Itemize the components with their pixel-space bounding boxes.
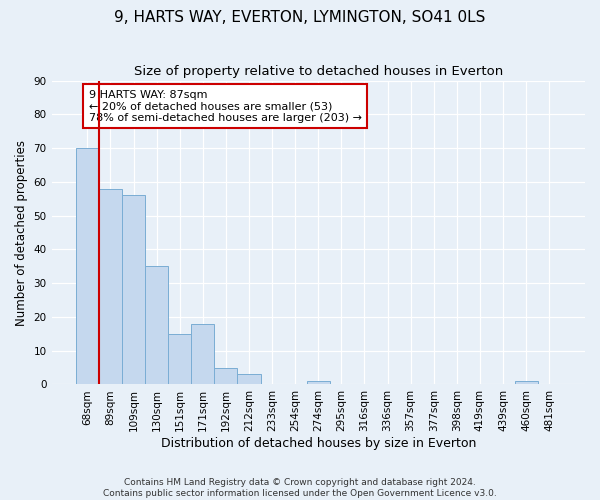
- Title: Size of property relative to detached houses in Everton: Size of property relative to detached ho…: [134, 65, 503, 78]
- Bar: [122, 196, 145, 384]
- Text: 9 HARTS WAY: 87sqm
← 20% of detached houses are smaller (53)
78% of semi-detache: 9 HARTS WAY: 87sqm ← 20% of detached hou…: [89, 90, 362, 123]
- Bar: [76, 148, 99, 384]
- Bar: [191, 324, 214, 384]
- Bar: [238, 374, 260, 384]
- Bar: [515, 381, 538, 384]
- Text: 9, HARTS WAY, EVERTON, LYMINGTON, SO41 0LS: 9, HARTS WAY, EVERTON, LYMINGTON, SO41 0…: [115, 10, 485, 25]
- Bar: [168, 334, 191, 384]
- Bar: [214, 368, 238, 384]
- Bar: [145, 266, 168, 384]
- X-axis label: Distribution of detached houses by size in Everton: Distribution of detached houses by size …: [161, 437, 476, 450]
- Bar: [307, 381, 330, 384]
- Bar: [99, 188, 122, 384]
- Text: Contains HM Land Registry data © Crown copyright and database right 2024.
Contai: Contains HM Land Registry data © Crown c…: [103, 478, 497, 498]
- Y-axis label: Number of detached properties: Number of detached properties: [15, 140, 28, 326]
